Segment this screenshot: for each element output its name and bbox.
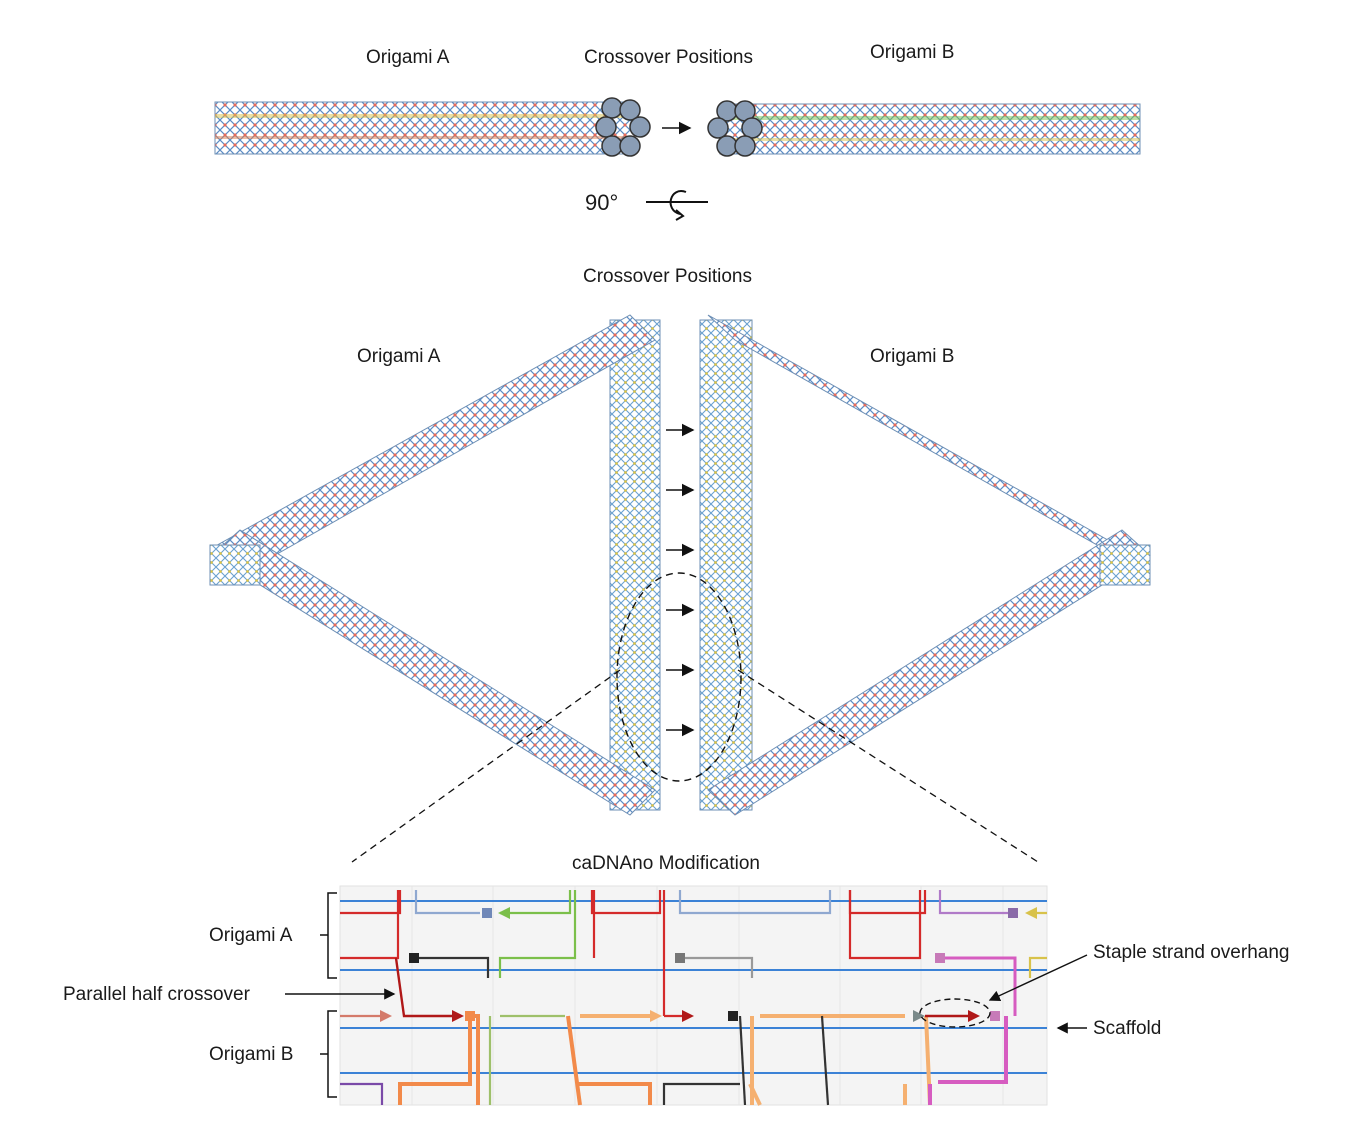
- callout-arrow-overhang: [988, 954, 1088, 1001]
- middle-label-origami-b: Origami B: [870, 346, 955, 367]
- top-label-crossover: Crossover Positions: [584, 47, 753, 68]
- parallel-crossover-strand: [394, 957, 452, 1018]
- overhang-ellipse: [919, 998, 991, 1028]
- zoom-line-left: [351, 669, 621, 863]
- top-label-origami-b: Origami B: [870, 42, 955, 63]
- triangle-origami-b: [699, 314, 1151, 816]
- top-bundle-a: [214, 97, 651, 157]
- bracket-origami-b: [320, 1010, 337, 1098]
- callout-parallel-half-crossover: Parallel half crossover: [63, 984, 250, 1005]
- top-bundle-b: [707, 100, 1141, 157]
- crossover-arrows: [666, 423, 695, 737]
- callout-staple-overhang: Staple strand overhang: [1093, 942, 1290, 963]
- triangle-origami-a: [209, 314, 661, 816]
- cadnano-bracket-label-a: Origami A: [209, 925, 293, 946]
- rotation-label: 90°: [585, 190, 619, 215]
- cadnano-title: caDNAno Modification: [572, 853, 760, 874]
- zoom-ellipse: [616, 572, 742, 782]
- callout-scaffold: Scaffold: [1093, 1018, 1162, 1039]
- rotation-icon: [646, 190, 708, 221]
- middle-label-crossover: Crossover Positions: [583, 266, 752, 287]
- cadnano-bracket-label-b: Origami B: [209, 1044, 294, 1065]
- bracket-origami-a: [320, 892, 337, 979]
- middle-label-origami-a: Origami A: [357, 346, 441, 367]
- top-label-origami-a: Origami A: [366, 47, 450, 68]
